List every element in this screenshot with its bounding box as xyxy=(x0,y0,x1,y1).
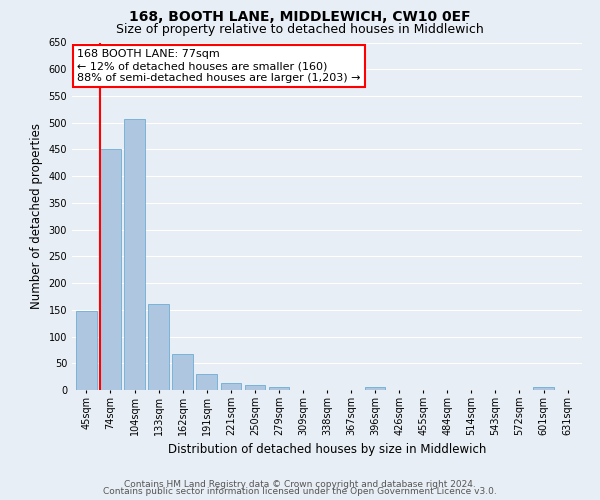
X-axis label: Distribution of detached houses by size in Middlewich: Distribution of detached houses by size … xyxy=(168,444,486,456)
Text: 168, BOOTH LANE, MIDDLEWICH, CW10 0EF: 168, BOOTH LANE, MIDDLEWICH, CW10 0EF xyxy=(129,10,471,24)
Bar xyxy=(245,384,265,390)
Bar xyxy=(100,150,121,390)
Text: 168 BOOTH LANE: 77sqm
← 12% of detached houses are smaller (160)
88% of semi-det: 168 BOOTH LANE: 77sqm ← 12% of detached … xyxy=(77,50,361,82)
Bar xyxy=(221,382,241,390)
Y-axis label: Number of detached properties: Number of detached properties xyxy=(30,123,43,309)
Text: Contains HM Land Registry data © Crown copyright and database right 2024.: Contains HM Land Registry data © Crown c… xyxy=(124,480,476,489)
Bar xyxy=(124,119,145,390)
Text: Contains public sector information licensed under the Open Government Licence v3: Contains public sector information licen… xyxy=(103,487,497,496)
Bar xyxy=(533,387,554,390)
Bar xyxy=(172,354,193,390)
Bar xyxy=(76,311,97,390)
Bar xyxy=(148,304,169,390)
Text: Size of property relative to detached houses in Middlewich: Size of property relative to detached ho… xyxy=(116,22,484,36)
Bar xyxy=(365,387,385,390)
Bar xyxy=(269,388,289,390)
Bar xyxy=(196,374,217,390)
